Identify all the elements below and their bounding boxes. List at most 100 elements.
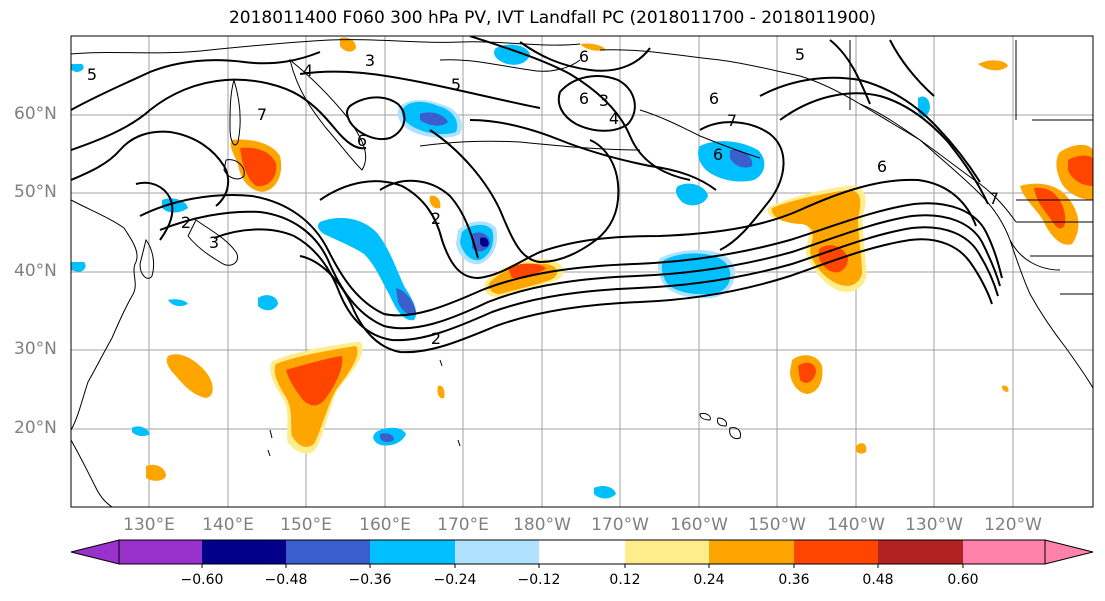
colorbar-segment-7 <box>625 540 709 564</box>
colorbar-label-6: 0.12 <box>609 572 641 588</box>
contour-north-5 <box>557 75 636 132</box>
colorbar-label-7: 0.24 <box>693 572 725 588</box>
anomaly-small-14 <box>594 486 616 499</box>
anomaly-small-12 <box>258 295 278 311</box>
colorbar-segment-6 <box>539 540 625 564</box>
colorbar-label-9: 0.48 <box>862 572 894 588</box>
colorbar <box>70 539 1094 568</box>
contour-label-3: 3 <box>365 51 375 70</box>
anomaly-small-5 <box>580 43 606 51</box>
colorbar-segment-10 <box>878 540 963 564</box>
coastline-kamchatka <box>289 58 367 171</box>
anomaly-aleutian-west-blue <box>420 112 448 126</box>
contour-label-20: 7 <box>727 111 737 130</box>
colorbar-ticks <box>201 564 964 568</box>
anomaly-small-4 <box>978 60 1008 71</box>
colorbar-segment-9 <box>794 540 878 564</box>
map-title: 2018011400 F060 300 hPa PV, IVT Landfall… <box>228 8 876 28</box>
anomaly-small-9 <box>494 44 530 65</box>
lon-label-170w: 170°W <box>591 515 649 535</box>
lat-label-40n: 40°N <box>14 261 57 281</box>
anomaly-small-17 <box>71 64 84 72</box>
anomaly-west-us-red <box>1034 187 1066 229</box>
contour-4 <box>159 210 1001 330</box>
contour-label-4: 5 <box>451 75 461 94</box>
contour-north-4 <box>346 96 406 140</box>
positive-anomalies <box>146 37 1093 481</box>
contour-7 <box>379 179 479 259</box>
map-content: 5 4 3 5 6 6 6 3 4 6 5 7 2 3 2 6 2 6 7 7 <box>71 36 1093 507</box>
anomaly-small-1 <box>146 464 166 481</box>
colorbar-label-4: −0.24 <box>433 572 477 588</box>
lon-label-150w: 150°W <box>748 515 806 535</box>
lat-label-50n: 50°N <box>14 182 57 202</box>
contour-label-19: 7 <box>989 189 999 208</box>
anomaly-south-china <box>166 354 213 398</box>
contour-alaska-5 <box>889 39 935 97</box>
colorbar-label-3: −0.36 <box>348 572 392 588</box>
anomaly-japan-red <box>240 147 277 187</box>
lon-label-150e: 150°E <box>280 515 332 535</box>
contour-north-7 <box>469 36 691 181</box>
contour-label-6: 6 <box>579 47 589 66</box>
colorbar-frame <box>118 539 1046 565</box>
contour-central-ridge <box>429 129 620 264</box>
lon-label-130w: 130°W <box>905 515 963 535</box>
colorbar-segment-4 <box>370 540 455 564</box>
lat-label-30n: 30°N <box>14 339 57 359</box>
contour-label-14: 3 <box>209 233 219 252</box>
contour-central-2 <box>469 119 717 191</box>
anomaly-small-2 <box>429 195 441 209</box>
contour-label-13: 2 <box>431 209 441 228</box>
colorbar-segment-8 <box>709 540 794 564</box>
contour-2 <box>299 238 993 354</box>
colorbar-label-5: −0.12 <box>517 572 561 588</box>
anomaly-small-13-blue <box>380 433 394 443</box>
coastline-siberia <box>71 39 581 55</box>
colorbar-segment-11 <box>963 540 1045 564</box>
colorbar-segment-5 <box>455 540 539 564</box>
lon-label-120w: 120°W <box>984 515 1042 535</box>
contour-north-6 <box>519 41 651 72</box>
contour-label-9: 4 <box>609 109 619 128</box>
anomaly-kamchatka <box>317 218 417 321</box>
contour-north-3 <box>299 70 541 109</box>
lon-label-170e: 170°E <box>437 515 489 535</box>
contour-label-7: 6 <box>709 89 719 108</box>
colorbar-label-2: −0.48 <box>264 572 308 588</box>
state-borders <box>849 40 1093 295</box>
coastline-small-islands <box>267 359 461 457</box>
contour-alaska-3 <box>779 92 989 205</box>
anomaly-west-pacific-30n-red <box>286 356 343 406</box>
colorbar-segment-1 <box>119 540 202 564</box>
anomaly-small-15 <box>132 426 150 437</box>
contour-label-10: 6 <box>713 145 723 164</box>
lon-label-160e: 160°E <box>359 515 411 535</box>
anomaly-alaska <box>698 141 765 182</box>
coastline-sakhalin <box>229 78 241 146</box>
contour-label-12: 7 <box>257 105 267 124</box>
contour-labels: 5 4 3 5 6 6 6 3 4 6 5 7 2 3 2 6 2 6 7 7 <box>87 45 999 348</box>
contour-label-15: 2 <box>431 329 441 348</box>
lon-label-130e: 130°E <box>123 515 175 535</box>
contour-label-2: 4 <box>303 61 313 80</box>
anomaly-kamchatka-blue <box>396 288 416 315</box>
contour-north-1 <box>71 78 367 151</box>
anomaly-small-6 <box>855 443 867 454</box>
contour-alaska-4 <box>829 39 871 105</box>
coastline-hawaii <box>699 413 741 439</box>
coastline-korea <box>139 238 155 279</box>
anomaly-small-18 <box>71 262 86 272</box>
contour-alaska-1 <box>699 121 785 251</box>
anomaly-small-16 <box>168 299 188 307</box>
pv-contours <box>71 36 1003 354</box>
colorbar-label-10: 0.60 <box>947 572 979 588</box>
colorbar-segment-2 <box>202 540 286 564</box>
lon-label-180w: 180°W <box>513 515 571 535</box>
map-frame <box>70 35 1094 508</box>
contour-6 <box>319 178 977 280</box>
colorbar-label-8: 0.36 <box>778 572 810 588</box>
coastline-philippines <box>71 439 113 507</box>
contour-label-5: 6 <box>357 131 367 150</box>
anomaly-small-3 <box>437 385 445 399</box>
